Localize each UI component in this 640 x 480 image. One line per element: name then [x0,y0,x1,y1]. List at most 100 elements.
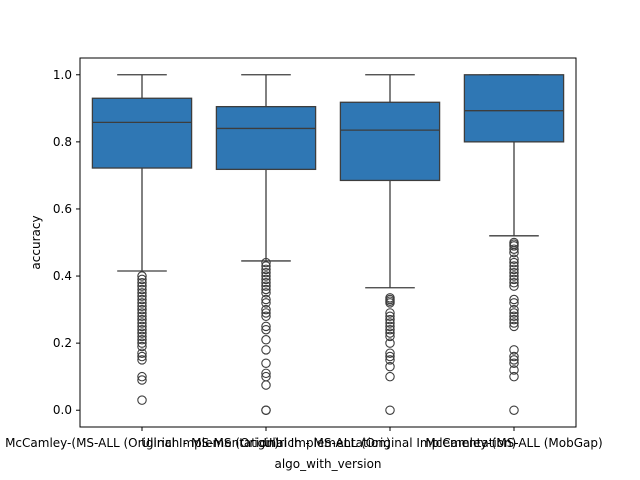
outlier-point [137,328,147,338]
outlier-point [261,278,271,288]
outlier-point [261,257,271,268]
outlier-point [137,291,147,301]
outlier-point [261,274,271,285]
outlier-point [137,338,147,348]
box-group [215,74,317,415]
y-tick-label: 1.0 [53,68,72,82]
outlier-point [137,278,147,288]
box-group [463,74,565,415]
x-tick-label: Ullrich - MS-MS (Original Implementation… [141,436,390,450]
outlier-point [509,311,519,322]
y-tick-label: 0.6 [53,202,72,216]
outlier-point [385,328,395,338]
outlier-point [261,345,271,355]
outlier-point [509,355,519,365]
outlier-point [509,264,519,275]
outlier-point [261,267,271,278]
outlier-point [385,308,395,318]
outlier-point [509,304,519,315]
x-tick-label: McCamley-(MS-ALL (Original Implementatio… [5,436,279,450]
outlier-point [137,348,147,358]
outlier-point [261,324,271,335]
outlier-point [385,321,395,332]
outlier-point [509,241,519,251]
outlier-point [261,308,271,318]
outlier-point [385,361,395,372]
outlier-point [509,345,519,355]
outlier-point [509,294,519,305]
outlier-point [509,321,519,332]
outlier-point [509,281,519,291]
outlier-point [137,271,147,281]
outlier-point [261,294,271,305]
outlier-point [137,324,147,335]
outlier-point [385,318,395,328]
outlier-point [385,355,395,365]
outlier-point [509,271,519,281]
outlier-point [261,271,271,281]
outlier-point [509,257,519,268]
outlier-point [137,351,147,362]
x-axis-label: algo_with_version [274,457,381,471]
outlier-point [261,264,271,275]
outlier-point [137,331,147,342]
plot-area [91,74,565,415]
outlier-point [509,267,519,278]
outlier-point [261,358,271,369]
outlier-point [137,311,147,322]
outlier-point [261,284,271,295]
y-axis: 0.0 0.2 0.4 0.6 0.8 1.0 [53,68,80,417]
outlier-point [261,304,271,315]
outlier-point [137,321,147,332]
outlier-point [137,304,147,315]
box [339,101,441,182]
y-tick-label: 0.0 [53,403,72,417]
outlier-point [261,311,271,322]
outlier-point [261,405,271,415]
outlier-point [509,358,519,369]
outlier-point [385,298,395,308]
outlier-point [509,261,519,271]
outlier-point [261,321,271,332]
outlier-point [385,324,395,335]
box [215,105,317,171]
outlier-point [509,308,519,318]
outlier-point [509,314,519,325]
outlier-point [385,348,395,358]
outlier-point [261,335,271,345]
x-tick-label: Ullrich - MS-ALL (Original Implementatio… [264,436,517,450]
outlier-point [385,311,395,322]
outlier-point [137,298,147,308]
outlier-point [137,314,147,325]
outlier-point [509,405,519,415]
outlier-point [509,298,519,308]
y-tick-label: 0.2 [53,336,72,350]
outlier-point [137,288,147,298]
outlier-point [137,341,147,352]
outlier-point [509,318,519,328]
outlier-point [385,331,395,342]
outlier-point [137,301,147,311]
axes-frame [79,57,577,428]
outlier-point [137,355,147,365]
outlier-point [137,281,147,291]
outlier-point [261,380,271,390]
outlier-point [137,274,147,285]
outlier-point [385,371,395,382]
outlier-point [137,318,147,328]
outlier-point [261,368,271,379]
outlier-point [509,351,519,362]
outlier-point [509,278,519,288]
x-tick-label: McCamley-(MS-ALL (MobGap) [425,436,602,450]
outlier-point [261,298,271,308]
outlier-point [137,395,147,405]
x-axis: McCamley-(MS-ALL (Original Implementatio… [5,427,603,450]
outlier-point [137,308,147,318]
y-tick-label: 0.4 [53,269,72,283]
outlier-point [385,405,395,415]
box-group [91,74,193,405]
box [463,74,565,143]
outlier-point [509,274,519,285]
outlier-point [261,288,271,298]
